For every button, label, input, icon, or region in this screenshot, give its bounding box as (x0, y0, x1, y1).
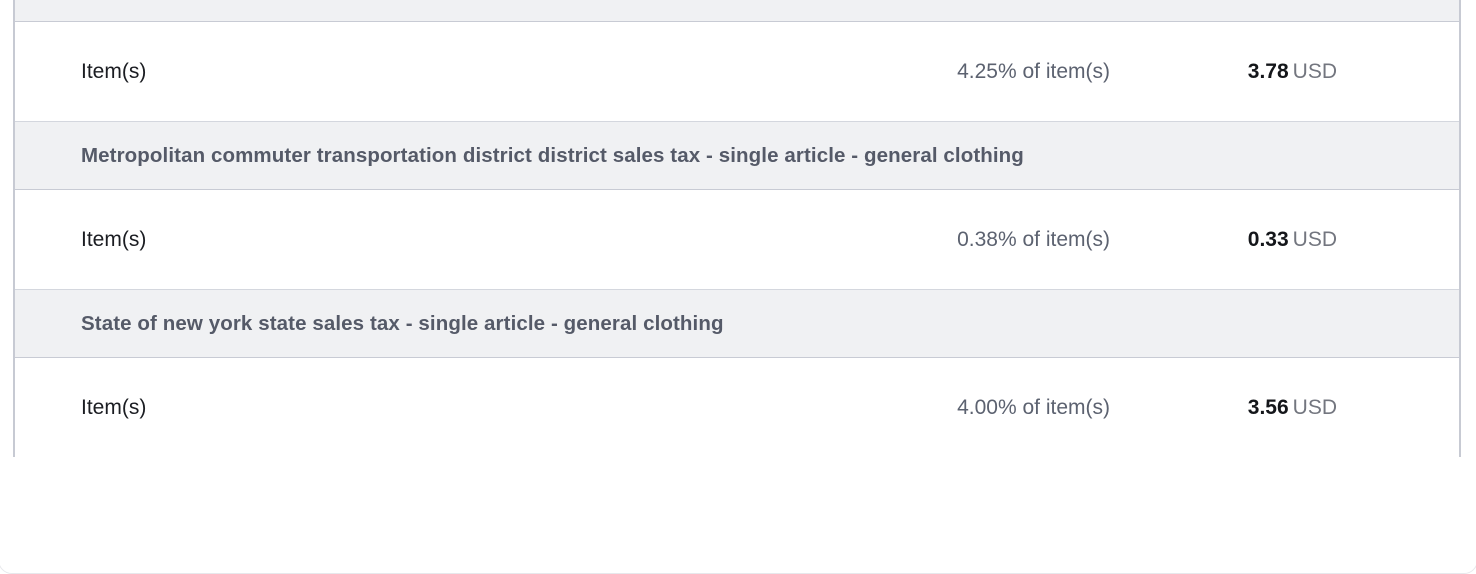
row-rate: 0.38% of item(s) (957, 227, 1110, 251)
row-label: Item(s) (81, 395, 147, 419)
row-amount-currency: USD (1292, 59, 1337, 83)
row-rate: 4.25% of item(s) (957, 59, 1110, 83)
tax-breakdown-table: Nassau county county sales tax - single … (13, 0, 1461, 457)
table-row: Item(s) 4.00% of item(s) 3.56 USD (15, 358, 1459, 457)
row-label: Item(s) (81, 227, 147, 251)
row-amount: 3.56 USD (1125, 396, 1459, 420)
tax-group-header: Nassau county county sales tax - single … (15, 0, 1459, 22)
tax-group-title: Metropolitan commuter transportation dis… (81, 143, 1024, 167)
tax-group-title: State of new york state sales tax - sing… (81, 311, 724, 335)
tax-group-header: State of new york state sales tax - sing… (15, 289, 1459, 358)
tax-group: Metropolitan commuter transportation dis… (15, 121, 1459, 289)
row-amount-currency: USD (1292, 395, 1337, 419)
table-row: Item(s) 0.38% of item(s) 0.33 USD (15, 190, 1459, 289)
row-label: Item(s) (81, 59, 147, 83)
row-amount-value: 0.33 (1247, 227, 1289, 251)
row-amount: 3.78 USD (1125, 60, 1459, 84)
row-rate: 4.00% of item(s) (957, 395, 1110, 419)
table-row: Item(s) 4.25% of item(s) 3.78 USD (15, 22, 1459, 121)
tax-group-header: Metropolitan commuter transportation dis… (15, 121, 1459, 190)
tax-group: State of new york state sales tax - sing… (15, 289, 1459, 457)
row-amount: 0.33 USD (1125, 228, 1459, 252)
row-amount-currency: USD (1292, 227, 1337, 251)
row-amount-value: 3.78 (1247, 59, 1289, 83)
row-amount-value: 3.56 (1247, 395, 1289, 419)
tax-group: Nassau county county sales tax - single … (15, 0, 1459, 121)
